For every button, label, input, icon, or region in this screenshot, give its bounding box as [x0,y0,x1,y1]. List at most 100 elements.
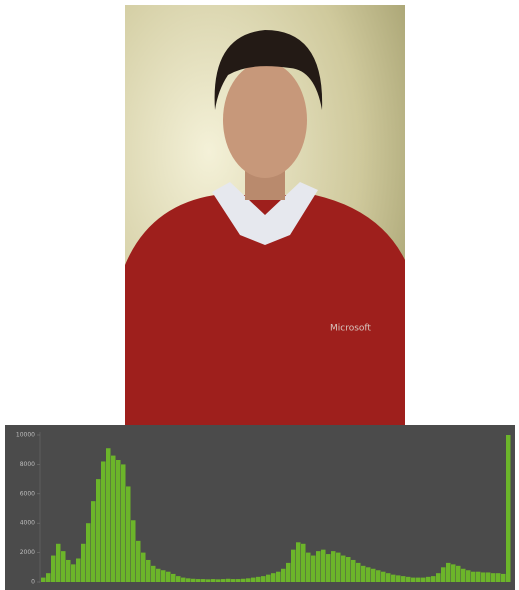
histogram-bar [281,569,286,582]
histogram-bar [506,435,511,582]
histogram-bar [381,572,386,582]
histogram-bar [201,579,206,582]
histogram-bar [251,578,256,582]
histogram-bar [66,560,71,582]
histogram-bar [181,578,186,582]
histogram-bar [486,572,491,582]
histogram-bar [266,575,271,582]
histogram-bar [196,579,201,582]
histogram-bar [271,573,276,582]
histogram-bar [261,576,266,582]
histogram-bar [401,576,406,582]
histogram-bar [351,560,356,582]
histogram-bar [406,577,411,582]
histogram-bar [191,579,196,582]
histogram-bar [41,578,46,582]
histogram-bar [341,556,346,582]
histogram-bar [131,520,136,582]
histogram-bar [501,574,506,582]
histogram-bar [451,564,456,582]
histogram-bar [116,460,121,582]
histogram-bar [396,575,401,582]
histogram-bar [436,573,441,582]
histogram-bar [356,563,361,582]
photo: Microsoft [125,5,405,425]
histogram-bar [371,569,376,582]
histogram-bar [151,566,156,582]
y-tick-label: 6000 [20,490,35,497]
histogram-bar [96,479,101,582]
histogram-bar [386,573,391,582]
y-tick-label: 8000 [20,461,35,468]
histogram-bar [496,573,501,582]
histogram-bar [146,560,151,582]
histogram-bar [216,579,221,582]
histogram-bar [316,551,321,582]
histogram-bar [471,572,476,582]
histogram-bar [431,576,436,582]
histogram-bar [321,550,326,582]
histogram-bar [246,578,251,582]
screen: Microsoft 0 2000 4000 6000 8000 10000 [0,0,519,590]
y-tick-label: 0 [31,579,35,586]
histogram-bar [256,577,261,582]
histogram-bar [376,570,381,582]
histogram-bar [491,573,496,582]
histogram-bar [156,569,161,582]
y-tick-label: 2000 [20,549,35,556]
histogram-bar [286,563,291,582]
histogram-bar [481,572,486,582]
histogram-bar [336,553,341,582]
histogram-bar [211,579,216,582]
logo-text: Microsoft [330,324,371,334]
histogram-bar [101,461,106,582]
histogram-bar [231,579,236,582]
histogram-bar [326,554,331,582]
y-tick-label: 4000 [20,520,35,527]
histogram-bar [206,579,211,582]
histogram-bar [86,523,91,582]
histogram-bar [56,544,61,582]
y-tick-label: 10000 [16,432,35,439]
histogram-bar [166,572,171,582]
histogram-bar [416,578,421,582]
histogram-bar [186,578,191,582]
histogram-bar [51,556,56,582]
histogram-bar [236,579,241,582]
histogram-bar [306,553,311,582]
histogram-bar [456,566,461,582]
histogram-bar [441,567,446,582]
histogram-bar [426,577,431,582]
histogram-bar [91,501,96,582]
histogram-bar [136,541,141,582]
histogram-bar [291,550,296,582]
histogram-bar [111,456,116,582]
histogram-bar [411,578,416,582]
histogram-bar [301,544,306,582]
histogram-bar [126,486,131,582]
histogram-bar [446,563,451,582]
page: {"chart_data": {"type": "bar", "values":… [0,0,519,590]
histogram-bar [461,569,466,582]
histogram-bar [161,570,166,582]
histogram-bar [61,551,66,582]
histogram-bar [311,556,316,582]
histogram-bar [421,578,426,582]
histogram-bar [81,544,86,582]
histogram-bar [71,564,76,582]
histogram-bar [241,579,246,582]
histogram-bar [466,570,471,582]
histogram-bar [226,579,231,582]
histogram-bar [176,576,181,582]
histogram-bar [476,572,481,582]
histogram-bar [221,579,226,582]
histogram-bar [331,551,336,582]
face [223,62,307,178]
histogram-bar [276,572,281,582]
histogram-bar [391,575,396,582]
histogram-bar [366,567,371,582]
histogram-bar [346,557,351,582]
histogram-bar [121,464,126,582]
histogram-bar [106,448,111,582]
histogram-bar [76,558,81,582]
